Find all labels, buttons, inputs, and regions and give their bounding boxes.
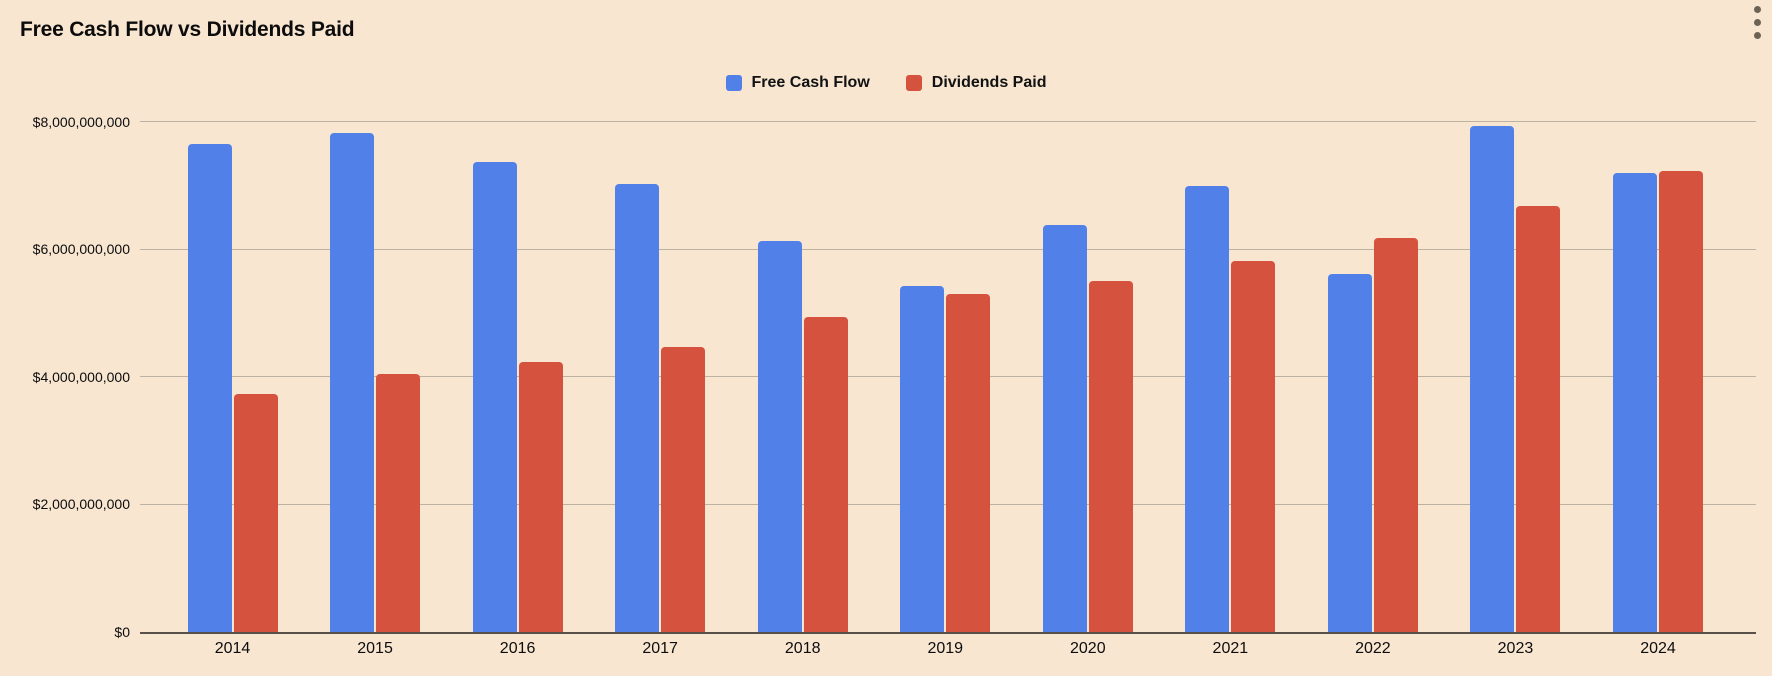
- bar-free-cash-flow-2019[interactable]: [900, 286, 945, 632]
- x-axis-tick-label-2018: 2018: [784, 640, 821, 657]
- y-axis-tick-label: $0: [114, 624, 130, 640]
- x-axis-tick-label-2016: 2016: [499, 640, 536, 657]
- bar-dividends-paid-2020[interactable]: [1088, 280, 1133, 632]
- bar-free-cash-flow-2018[interactable]: [757, 240, 802, 632]
- x-axis-tick-label-2023: 2023: [1497, 640, 1534, 657]
- x-axis-tick-label-2015: 2015: [357, 640, 393, 657]
- legend-swatch-free-cash-flow: [725, 75, 742, 91]
- x-axis-tick-label-2024: 2024: [1640, 640, 1676, 657]
- kebab-dot: [1754, 32, 1761, 39]
- y-axis-tick-label: $8,000,000,000: [32, 113, 130, 130]
- bar-free-cash-flow-2016[interactable]: [472, 162, 517, 632]
- x-axis-tick-label-2017: 2017: [642, 640, 678, 657]
- chart-legend: Free Cash Flow Dividends Paid: [0, 67, 1772, 99]
- bar-dividends-paid-2024[interactable]: [1659, 170, 1703, 632]
- kebab-dot: [1754, 19, 1761, 26]
- bar-dividends-paid-2019[interactable]: [946, 293, 991, 632]
- bar-free-cash-flow-2022[interactable]: [1327, 274, 1372, 632]
- chart-title: Free Cash Flow vs Dividends Paid: [20, 18, 355, 41]
- chart-options-kebab-menu-icon[interactable]: [1752, 4, 1763, 41]
- legend-label: Free Cash Flow: [751, 74, 870, 91]
- bar-dividends-paid-2015[interactable]: [376, 374, 421, 632]
- bar-free-cash-flow-2015[interactable]: [330, 132, 375, 632]
- bar-dividends-paid-2023[interactable]: [1516, 205, 1561, 632]
- legend-swatch-dividends-paid: [905, 75, 922, 91]
- bar-free-cash-flow-2021[interactable]: [1185, 185, 1230, 632]
- bar-dividends-paid-2021[interactable]: [1231, 261, 1276, 632]
- legend-item-free-cash-flow: Free Cash Flow: [725, 74, 870, 92]
- x-axis-tick-label-2022: 2022: [1355, 640, 1391, 657]
- x-axis-tick-label-2021: 2021: [1212, 640, 1249, 657]
- bar-free-cash-flow-2023[interactable]: [1470, 126, 1515, 632]
- x-axis-tick-label-2014: 2014: [214, 640, 251, 657]
- x-axis-tick-label-2020: 2020: [1070, 640, 1106, 657]
- x-axis-tick-label-2019: 2019: [927, 640, 964, 657]
- bar-dividends-paid-2022[interactable]: [1373, 238, 1418, 632]
- bar-dividends-paid-2014[interactable]: [233, 394, 278, 632]
- bar-free-cash-flow-2020[interactable]: [1042, 225, 1087, 632]
- bar-dividends-paid-2018[interactable]: [803, 317, 848, 632]
- y-axis-tick-label: $6,000,000,000: [32, 241, 130, 258]
- legend-label: Dividends Paid: [931, 74, 1047, 91]
- bar-free-cash-flow-2017[interactable]: [615, 183, 660, 632]
- legend-item-dividends-paid: Dividends Paid: [905, 74, 1047, 92]
- gridline: [140, 248, 1756, 250]
- bar-dividends-paid-2017[interactable]: [661, 346, 706, 632]
- x-axis-line: [140, 631, 1756, 634]
- kebab-dot: [1754, 6, 1761, 13]
- bar-dividends-paid-2016[interactable]: [518, 362, 563, 632]
- bar-free-cash-flow-2014[interactable]: [187, 144, 232, 632]
- y-axis-tick-label: $4,000,000,000: [32, 368, 130, 385]
- bar-free-cash-flow-2024[interactable]: [1613, 173, 1657, 632]
- y-axis-tick-label: $2,000,000,000: [32, 496, 130, 513]
- gridline: [140, 121, 1756, 123]
